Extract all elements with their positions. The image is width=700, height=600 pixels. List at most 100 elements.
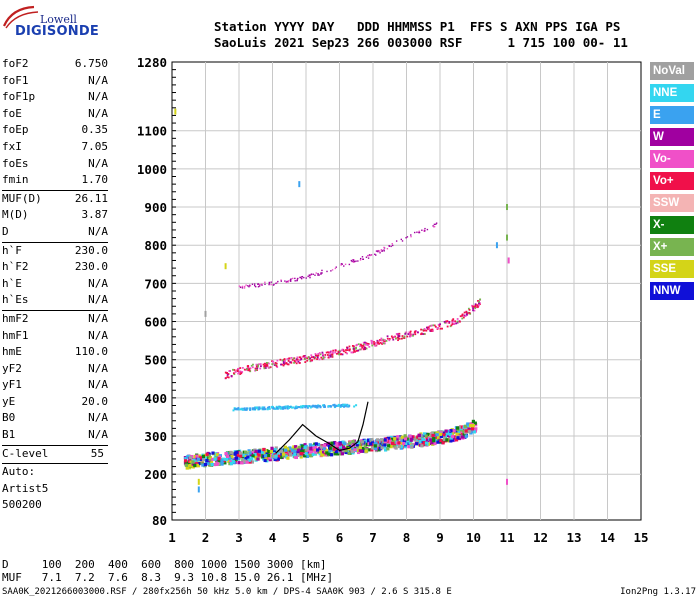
echo-point [473,306,476,308]
echo-point [247,365,250,368]
echo-point [312,356,315,359]
echo-point [265,456,269,460]
echo-point [295,453,299,457]
echo-point [247,365,249,367]
echo-point [208,457,212,462]
echo-point [328,355,331,358]
echo-point [474,305,477,308]
echo-point [476,306,479,309]
echo-point [311,448,315,452]
echo-point [325,448,329,453]
echo-point [217,457,221,461]
echo-point [318,450,323,454]
echo-point [434,436,438,440]
echo-point [400,438,404,443]
echo-point [405,331,408,334]
echo-point [451,438,455,442]
echo-point [336,446,340,450]
echo-point [413,231,416,234]
echo-point [237,407,240,410]
echo-point [253,283,256,285]
echo-point [231,459,235,464]
echo-point [299,455,303,459]
echo-point [365,440,370,445]
echo-point [317,404,320,407]
echo-point [299,356,302,359]
echo-point [318,404,321,407]
echo-point [431,328,434,331]
echo-point [279,407,282,410]
param-row: M(D) 3.87 [2,207,108,224]
echo-point [183,461,188,465]
echo-point [199,455,203,459]
echo-point [209,463,213,467]
echo-point [339,353,342,356]
echo-point [440,432,445,436]
echo-point [225,372,228,374]
echo-point [373,342,376,345]
echo-point [372,444,377,448]
echo-point [267,406,270,409]
echo-point [246,456,251,460]
echo-point [303,276,305,279]
echo-point [464,434,468,438]
echo-point [299,276,302,279]
echo-point [247,449,251,453]
echo-point [197,462,201,466]
echo-point [390,439,394,443]
echo-point [433,225,436,228]
echo-point [299,405,302,408]
echo-point [308,405,311,408]
echo-point [284,360,286,362]
echo-point [234,407,237,410]
echo-point [294,277,296,280]
echo-point [189,459,193,463]
echo-point [382,444,387,448]
echo-point [325,451,329,455]
echo-point [208,456,212,460]
echo-point [235,450,239,454]
echo-point [317,272,319,275]
echo-point [402,437,406,441]
echo-point [298,362,301,365]
echo-point [346,352,348,355]
echo-point [356,448,361,453]
echo-point [229,456,233,460]
echo-point [296,453,300,457]
echo-point [441,441,445,445]
echo-point [365,256,368,258]
echo-point [301,275,304,278]
echo-point [319,353,322,356]
echo-point [408,441,412,445]
param-name: B0 [2,411,16,425]
echo-point [276,407,279,410]
echo-point [381,443,385,447]
echo-point [441,327,443,330]
echo-point [432,438,436,443]
y-tick-label: 800 [144,238,167,253]
echo-point [380,441,384,445]
echo-point [377,340,380,343]
echo-point [317,354,320,357]
echo-point [424,434,428,438]
echo-point [383,440,387,444]
echo-point [277,406,280,409]
echo-point [358,443,362,447]
echo-point [195,460,199,464]
echo-point [338,442,342,446]
echo-point [430,441,434,445]
echo-point [221,459,225,464]
echo-point [279,405,282,408]
echo-point [362,441,366,445]
echo-point [336,352,338,355]
echo-point [433,441,437,446]
echo-point [332,448,336,452]
echo-point [470,421,474,426]
echo-point [439,432,443,436]
echo-point [187,454,192,459]
echo-point [220,459,224,463]
echo-point [382,339,385,341]
echo-point [410,443,415,447]
echo-point [287,357,290,360]
echo-point [237,449,242,453]
